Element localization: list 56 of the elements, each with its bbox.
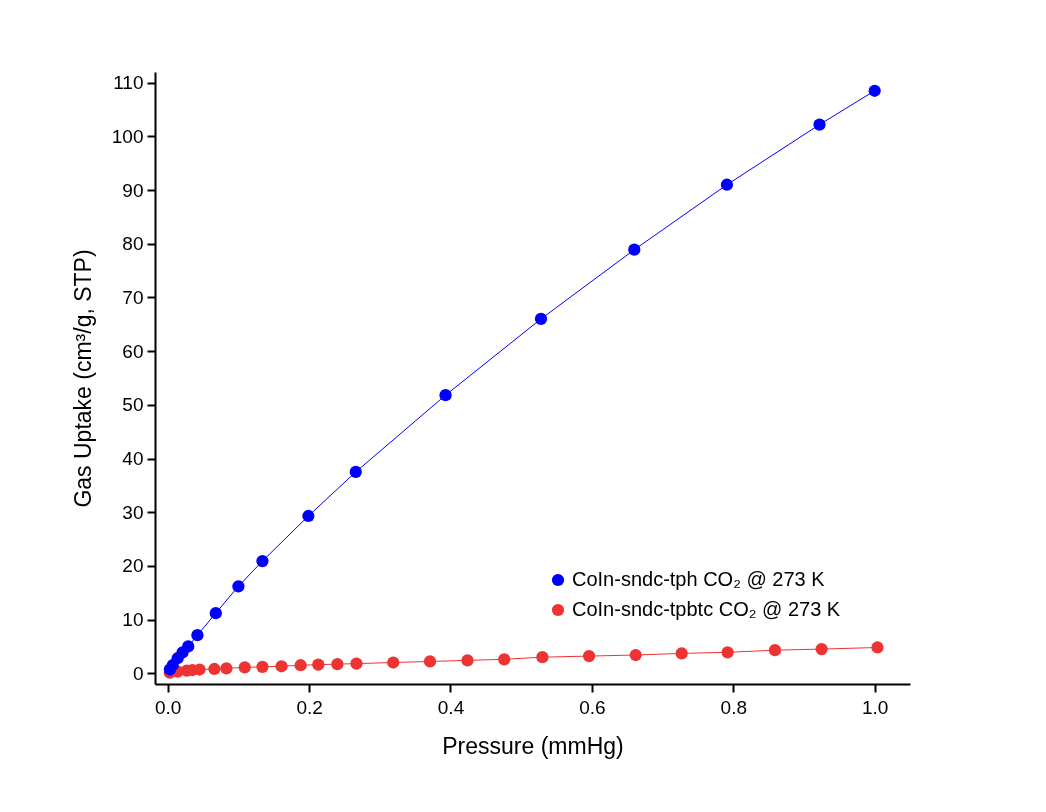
y-tick-label: 80	[122, 233, 144, 255]
point	[768, 644, 782, 657]
legend-label: CoIn-sndc-tpbtc CO₂ @ 273 K	[572, 598, 841, 620]
point	[815, 642, 828, 656]
y-tick-label: 70	[122, 286, 144, 308]
point	[232, 580, 245, 593]
x-tick-label: 1.0	[861, 696, 889, 718]
point	[294, 659, 307, 672]
y-tick-label: 10	[122, 609, 144, 631]
y-tick-label: 30	[122, 501, 144, 523]
x-tick-label: 0.0	[155, 696, 182, 718]
point	[208, 662, 221, 676]
point	[868, 84, 881, 97]
point	[256, 554, 269, 568]
point	[582, 649, 596, 663]
y-tick-label: 40	[122, 448, 144, 470]
point	[302, 509, 315, 523]
point	[536, 651, 549, 664]
y-tick-label: 90	[122, 179, 144, 201]
y-tick-label: 20	[122, 555, 144, 577]
y-tick-label: 60	[122, 340, 144, 362]
point	[423, 655, 437, 668]
point	[675, 647, 688, 660]
x-tick-label: 0.2	[296, 696, 323, 718]
point	[312, 658, 325, 671]
x-axis-title: Pressure (mmHg)	[442, 732, 624, 759]
point	[182, 640, 195, 653]
point	[331, 658, 344, 671]
point	[256, 660, 269, 673]
point	[628, 243, 641, 256]
point	[387, 656, 400, 669]
point	[721, 646, 734, 659]
point	[813, 118, 826, 131]
point	[629, 648, 642, 662]
point	[439, 389, 452, 402]
point	[238, 661, 251, 674]
point	[498, 653, 511, 666]
point	[350, 657, 363, 670]
point	[720, 178, 734, 191]
legend-label: CoIn-sndc-tph CO₂ @ 273 K	[572, 568, 826, 590]
point	[191, 629, 204, 642]
y-axis-title: Gas Uptake (cm³/g, STP)	[69, 249, 96, 508]
x-tick-label: 0.4	[437, 696, 465, 718]
y-tick-label: 50	[122, 394, 144, 416]
point	[220, 662, 233, 675]
point	[461, 654, 474, 667]
y-tick-label: 0	[132, 662, 144, 684]
point	[871, 641, 884, 654]
y-tick-label: 110	[113, 72, 144, 94]
point	[534, 312, 548, 326]
point	[209, 607, 222, 620]
point	[349, 465, 362, 479]
point	[275, 660, 288, 673]
y-tick-label: 100	[111, 125, 144, 147]
x-tick-label: 0.6	[579, 696, 606, 718]
x-tick-label: 0.8	[720, 696, 747, 718]
